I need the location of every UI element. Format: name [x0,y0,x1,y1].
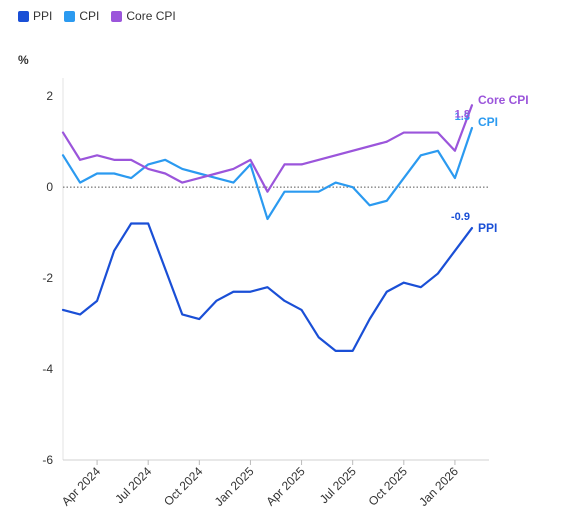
end-series-label: Core CPI [478,93,529,107]
x-tick-label: Oct 2024 [161,464,206,509]
legend: PPI CPI Core CPI [18,9,176,23]
legend-swatch [18,10,29,22]
y-tick-label: -4 [42,362,53,376]
series-line-cpi [61,126,474,221]
legend-swatch [64,10,76,22]
legend-swatch [111,10,123,22]
end-series-label: CPI [478,115,498,129]
series-line-ppi [61,222,474,352]
end-value-label: 1.3 [455,111,470,123]
y-axis-unit-label: % [18,53,29,67]
series-bridge [300,140,388,166]
y-tick-label: 0 [46,180,53,194]
x-tick-label: Apr 2025 [263,464,308,509]
x-tick-label: Jan 2026 [416,464,461,509]
series-line-core-cpi [61,104,474,193]
y-tick-label: -6 [42,453,53,467]
x-tick-label: Apr 2024 [59,464,104,509]
x-tick-label: Jan 2025 [212,464,257,509]
end-value-label: 1.8 [455,108,470,120]
y-tick-label: 2 [46,89,53,103]
end-series-label: PPI [478,221,497,235]
legend-label: CPI [79,9,100,23]
x-tick-label: Jul 2025 [317,464,359,506]
x-tick-label: Oct 2025 [366,464,411,509]
x-tick-label: Jul 2024 [112,464,154,506]
legend-label: PPI [33,9,53,23]
legend-item[interactable]: Core CPI [111,9,176,23]
legend-item[interactable]: PPI [18,9,52,23]
legend-item[interactable]: CPI [64,9,99,23]
legend-label: Core CPI [126,9,176,23]
y-tick-label: -2 [42,271,53,285]
end-value-label: -0.9 [451,211,470,223]
